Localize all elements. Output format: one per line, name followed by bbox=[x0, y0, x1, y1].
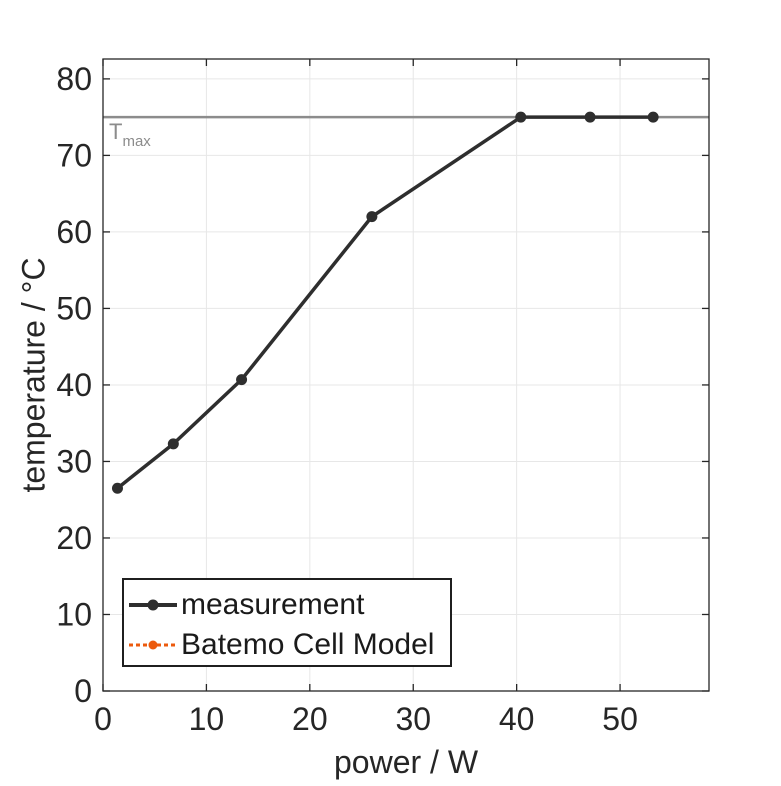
measurement-marker-icon bbox=[147, 599, 159, 611]
legend-item-batemo-cell-model: Batemo Cell Model bbox=[124, 625, 450, 665]
y-tick-label: 70 bbox=[56, 137, 92, 173]
legend-label-batemo-cell-model: Batemo Cell Model bbox=[181, 628, 435, 661]
batemo-marker-icon bbox=[148, 640, 158, 650]
data-point-marker bbox=[515, 111, 527, 123]
data-point-marker bbox=[647, 111, 659, 123]
y-tick-label: 20 bbox=[56, 520, 92, 556]
tmax-annotation: Tmax bbox=[103, 115, 709, 150]
x-tick-label: 20 bbox=[292, 701, 328, 737]
y-tick-label: 40 bbox=[56, 367, 92, 403]
y-tick-label: 30 bbox=[56, 443, 92, 479]
y-tick-label: 60 bbox=[56, 214, 92, 250]
series-measurement bbox=[111, 111, 659, 494]
data-point-marker bbox=[167, 438, 179, 450]
legend-item-measurement: measurement bbox=[124, 585, 450, 625]
x-tick-label: 50 bbox=[602, 701, 638, 737]
batemo-line-sample bbox=[129, 637, 177, 653]
x-tick-label: 10 bbox=[189, 701, 225, 737]
data-point-marker bbox=[366, 211, 378, 223]
data-point-marker bbox=[236, 374, 248, 386]
y-tick-label: 80 bbox=[56, 61, 92, 97]
data-point-marker bbox=[111, 482, 123, 494]
measurement-line-sample bbox=[129, 597, 177, 613]
x-tick-label: 30 bbox=[395, 701, 431, 737]
y-tick-label: 0 bbox=[74, 673, 92, 709]
x-axis-label: power / W bbox=[333, 744, 479, 780]
x-tick-label: 0 bbox=[94, 701, 112, 737]
tmax-label: Tmax bbox=[109, 119, 151, 150]
x-tick-labels: 0 10 20 30 40 50 bbox=[94, 701, 638, 737]
y-tick-label: 10 bbox=[56, 596, 92, 632]
legend-label-measurement: measurement bbox=[181, 588, 365, 621]
y-tick-label: 50 bbox=[56, 290, 92, 326]
legend: measurement Batemo Cell Model bbox=[122, 578, 452, 667]
data-point-marker bbox=[584, 111, 596, 123]
axes-box bbox=[102, 58, 710, 692]
y-axis-label: temperature / °C bbox=[15, 257, 52, 493]
y-tick-labels: 0 10 20 30 40 50 60 70 80 bbox=[56, 61, 92, 709]
series-line bbox=[115, 115, 655, 490]
axis-ticks bbox=[102, 59, 709, 692]
x-tick-label: 40 bbox=[499, 701, 535, 737]
